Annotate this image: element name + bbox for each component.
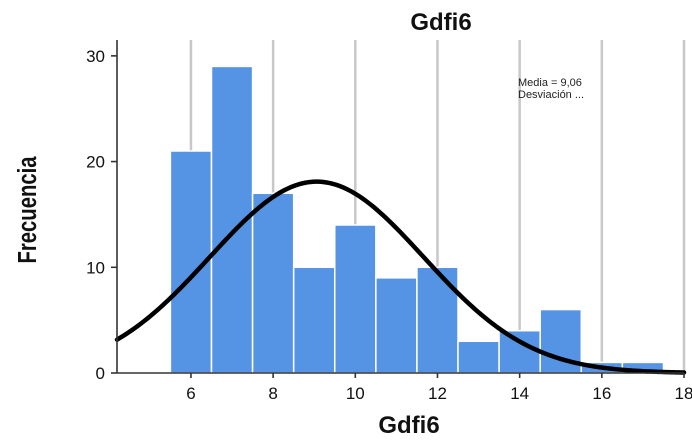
- y-tick-label: 30: [86, 47, 105, 66]
- x-tick-label: 12: [428, 384, 447, 403]
- y-tick-label: 0: [96, 364, 105, 383]
- bar-14: [499, 331, 540, 373]
- chart-title: Gdfi6: [410, 9, 471, 36]
- bar-11: [376, 278, 417, 373]
- stat-sd: Desviación ...: [518, 89, 584, 101]
- bar-12: [417, 267, 458, 373]
- bar-10: [335, 225, 376, 373]
- y-tick-label: 10: [86, 258, 105, 277]
- y-tick-label: 20: [86, 153, 105, 172]
- x-tick-label: 8: [268, 384, 277, 403]
- x-tick-labels: 6 8 10 12 14 16 18: [186, 373, 692, 403]
- y-axis-label: Frecuencia: [13, 156, 42, 264]
- x-tick-label: 16: [592, 384, 611, 403]
- bar-13: [458, 341, 499, 373]
- y-tick-labels: 0 10 20 30: [86, 47, 117, 383]
- x-tick-label: 14: [510, 384, 529, 403]
- x-tick-label: 6: [186, 384, 195, 403]
- x-axis-label: Gdfi6: [378, 412, 439, 439]
- x-tick-label: 18: [675, 384, 692, 403]
- bar-9: [294, 267, 335, 373]
- stat-mean: Media = 9,06: [518, 77, 582, 89]
- bar-8: [253, 193, 294, 373]
- x-tick-label: 10: [346, 384, 365, 403]
